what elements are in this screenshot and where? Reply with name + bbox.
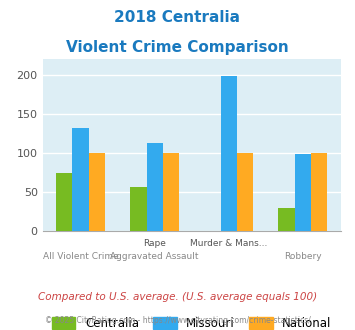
Bar (237, 153, 253, 231)
Text: © 2025 CityRating.com - https://www.cityrating.com/crime-statistics/: © 2025 CityRating.com - https://www.city… (45, 316, 310, 325)
Bar (163, 153, 179, 231)
Bar (56, 173, 72, 231)
Bar (89, 153, 105, 231)
Bar (147, 143, 163, 231)
Bar (295, 154, 311, 231)
Text: Rape: Rape (143, 239, 166, 248)
Bar (220, 76, 237, 231)
Text: Aggravated Assault: Aggravated Assault (110, 252, 199, 261)
Text: Robbery: Robbery (284, 252, 322, 261)
Bar (278, 208, 295, 231)
Text: 2018 Centralia: 2018 Centralia (115, 10, 240, 25)
Bar (311, 153, 327, 231)
Legend: Centralia, Missouri, National: Centralia, Missouri, National (47, 313, 336, 330)
Bar (72, 128, 89, 231)
Text: Compared to U.S. average. (U.S. average equals 100): Compared to U.S. average. (U.S. average … (38, 292, 317, 302)
Bar (130, 186, 147, 231)
Text: Murder & Mans...: Murder & Mans... (190, 239, 267, 248)
Text: Violent Crime Comparison: Violent Crime Comparison (66, 40, 289, 54)
Text: All Violent Crime: All Violent Crime (43, 252, 119, 261)
